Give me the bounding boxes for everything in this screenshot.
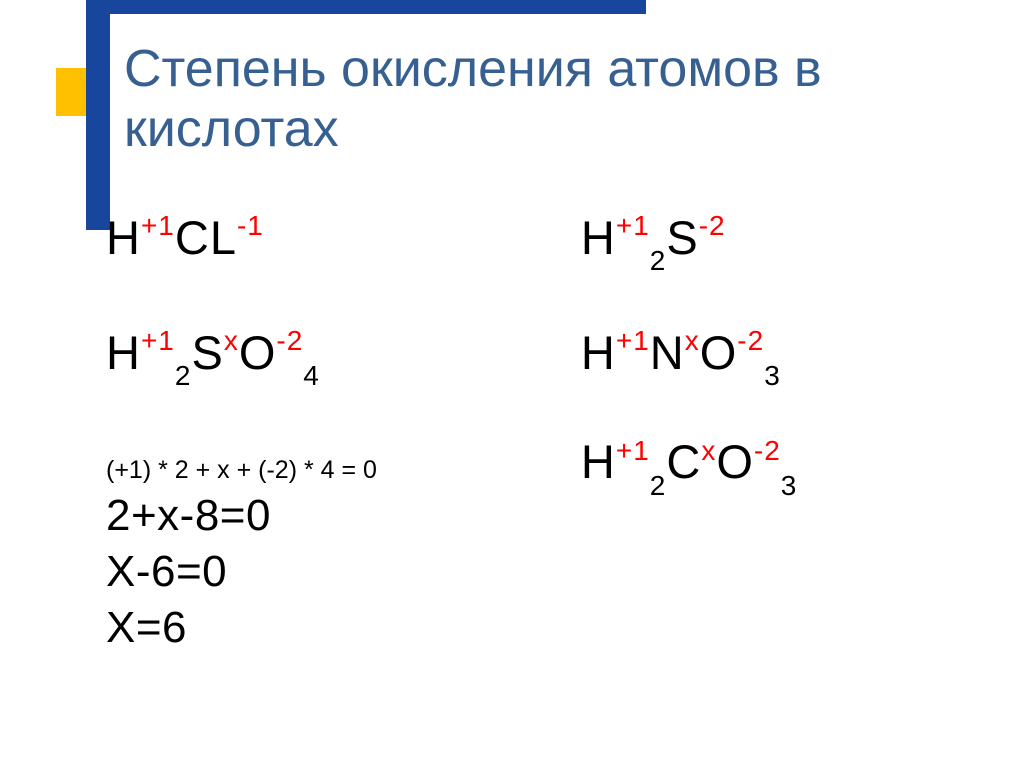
ox: x <box>685 325 700 356</box>
equation-line-3: X-6=0 <box>106 547 530 597</box>
ox: +1 <box>141 325 175 356</box>
equation-line-1: (+1) * 2 + x + (-2) * 4 = 0 <box>106 456 530 485</box>
el: O <box>716 435 754 488</box>
formula-hcl: H+1CL-1 <box>106 210 530 265</box>
el: O <box>700 326 738 379</box>
ox: -2 <box>276 325 303 356</box>
ct: 4 <box>303 360 320 391</box>
ox: -2 <box>737 325 764 356</box>
formula-h2s: H+12S-2 <box>581 210 954 271</box>
el: H <box>581 211 616 264</box>
el: CL <box>175 211 237 264</box>
ox: -2 <box>754 435 781 466</box>
equation-line-4: X=6 <box>106 603 530 653</box>
el: N <box>650 326 685 379</box>
formula-hno3: H+1NxO-23 <box>581 325 954 386</box>
slide-content: H+1CL-1 H+12S-2 H+12SxO-24 H+1NxO-23 (+1… <box>100 210 954 654</box>
el: S <box>191 326 223 379</box>
ox: -1 <box>237 210 264 241</box>
formula-h2so4: H+12SxO-24 <box>106 325 530 386</box>
el: C <box>666 435 701 488</box>
title-area: Степень окисления атомов в кислотах <box>100 40 954 160</box>
el: O <box>239 326 277 379</box>
ct: 2 <box>650 470 667 501</box>
ct: 3 <box>764 360 781 391</box>
ox: +1 <box>616 435 650 466</box>
el: H <box>106 211 141 264</box>
ox: +1 <box>616 210 650 241</box>
ox: +1 <box>616 325 650 356</box>
ox: x <box>224 325 239 356</box>
slide-title: Степень окисления атомов в кислотах <box>100 40 954 160</box>
equation-line-2: 2+x-8=0 <box>106 491 530 541</box>
ox: x <box>701 435 716 466</box>
formula-row-1: H+1CL-1 H+12S-2 <box>106 210 954 271</box>
ct: 2 <box>175 360 192 391</box>
formula-h2co3: H+12CxO-23 <box>581 388 954 495</box>
ox: +1 <box>141 210 175 241</box>
equation-row: (+1) * 2 + x + (-2) * 4 = 0 2+x-8=0 X-6=… <box>106 388 954 653</box>
el: H <box>106 326 141 379</box>
ct: 3 <box>781 470 798 501</box>
el: H <box>581 435 616 488</box>
formula-row-2: H+12SxO-24 H+1NxO-23 <box>106 325 954 386</box>
ox: -2 <box>699 210 726 241</box>
el: H <box>581 326 616 379</box>
el: S <box>666 211 698 264</box>
ct: 2 <box>650 245 667 276</box>
deco-bar-top <box>86 0 646 14</box>
